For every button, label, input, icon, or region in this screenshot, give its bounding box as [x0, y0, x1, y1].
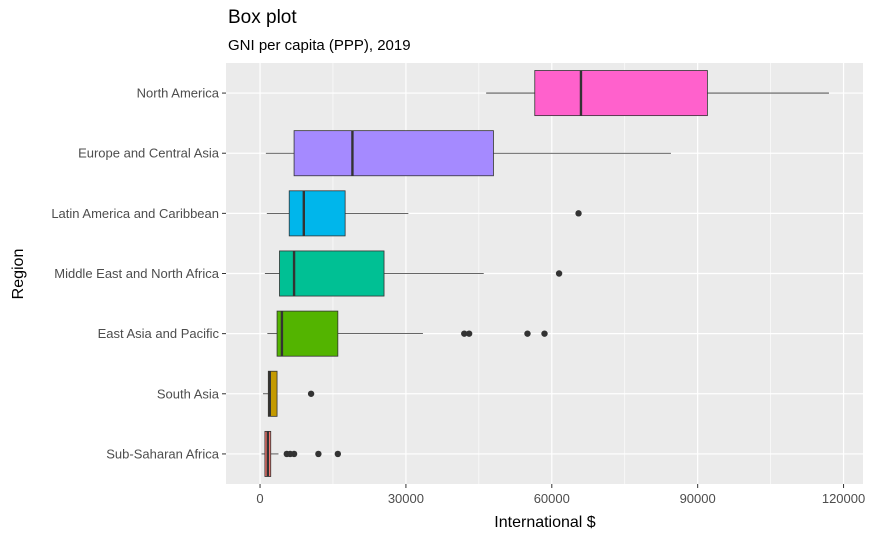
outlier-point: [334, 450, 342, 458]
outlier-point: [524, 330, 531, 337]
y-tick-label: East Asia and Pacific: [98, 326, 220, 341]
outlier-point: [575, 210, 582, 217]
chart-title: Box plot: [228, 7, 297, 28]
x-tick-label: 0: [256, 491, 263, 506]
x-tick-label: 90000: [680, 491, 716, 506]
outlier-point: [290, 450, 298, 458]
x-tick-label: 120000: [822, 491, 865, 506]
box-north-america: [486, 70, 829, 117]
box-latin-america-and-caribbean: [266, 190, 582, 237]
box-europe-and-central-asia: [265, 130, 671, 177]
y-tick-label: Sub-Saharan Africa: [106, 446, 220, 461]
iqr-box: [279, 250, 385, 297]
x-axis-title: International $: [494, 514, 596, 531]
y-tick-label: South Asia: [157, 386, 220, 401]
y-axis-title: Region: [10, 249, 27, 300]
box-east-asia-and-pacific: [267, 310, 548, 357]
iqr-box: [293, 130, 494, 177]
iqr-box: [534, 70, 708, 117]
boxes: [261, 70, 829, 477]
iqr-box: [288, 190, 346, 237]
chart-subtitle: GNI per capita (PPP), 2019: [228, 37, 411, 54]
y-tick-label: Europe and Central Asia: [78, 146, 220, 161]
x-tick-label: 30000: [388, 491, 424, 506]
y-tick-label: Middle East and North Africa: [54, 266, 220, 281]
outlier-point: [315, 450, 322, 458]
iqr-box: [276, 310, 339, 357]
outlier-point: [465, 330, 473, 337]
box-sub-saharan-africa: [261, 430, 342, 477]
outlier-point: [307, 390, 315, 397]
outlier-point: [555, 270, 563, 277]
iqr-box: [267, 370, 278, 417]
outlier-point: [541, 330, 548, 337]
x-tick-label: 60000: [534, 491, 570, 506]
y-tick-label: Latin America and Caribbean: [51, 206, 219, 221]
box-middle-east-and-north-africa: [264, 250, 563, 297]
box-south-asia: [262, 370, 315, 417]
axis-ticks: 0 30000 60000 90000 120000 North America Europ…: [51, 86, 865, 506]
y-tick-label: North America: [137, 86, 220, 101]
outlier-point: [461, 330, 468, 337]
